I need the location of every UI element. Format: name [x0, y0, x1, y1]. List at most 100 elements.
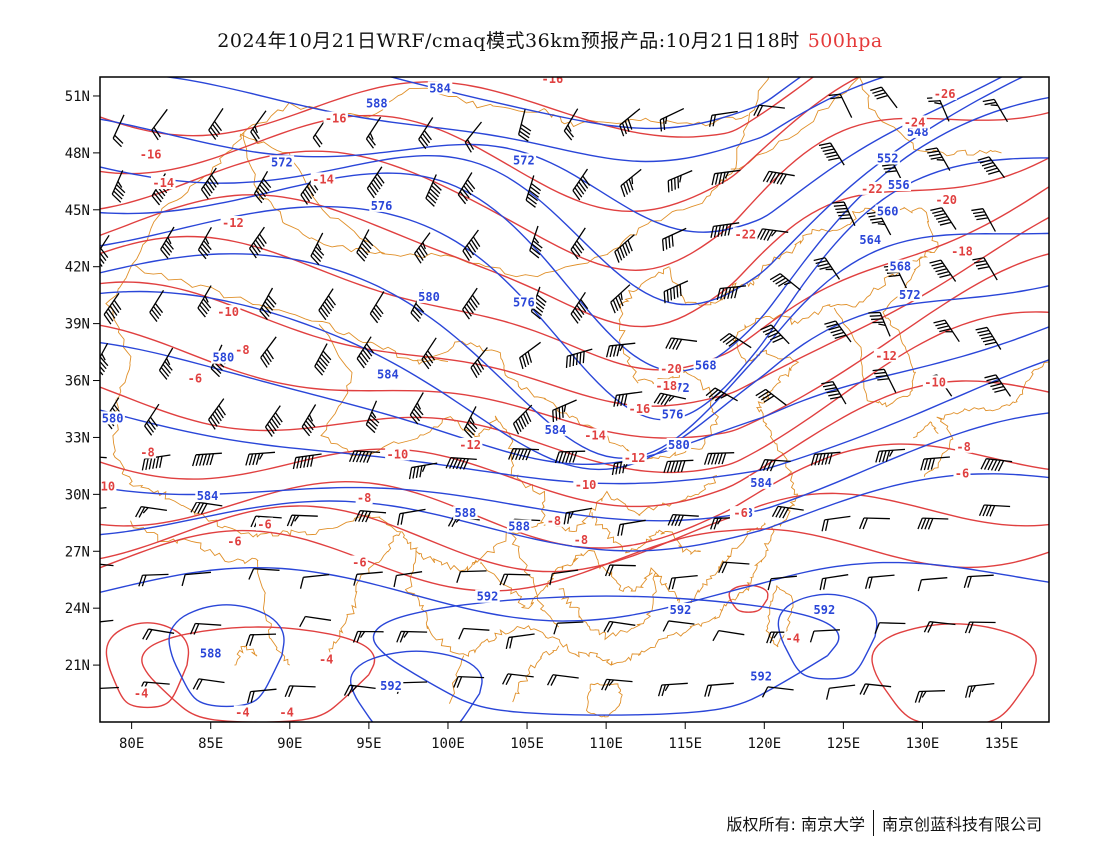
wind-barb [463, 406, 478, 439]
temperature-contour-label-bg [151, 176, 176, 190]
temperature-contour-label: -16 [325, 112, 347, 126]
lat-tick-label: 51N [65, 89, 90, 105]
wind-barb [864, 574, 895, 589]
height-contour-label-bg [416, 289, 442, 303]
wind-barb [249, 226, 267, 259]
temperature-contour-label-bg [949, 244, 975, 258]
temperature-contour-label: -14 [584, 428, 606, 442]
wind-barb [343, 684, 376, 697]
border-line [730, 77, 1002, 170]
wind-barb [365, 116, 382, 149]
wind-barb [245, 451, 276, 466]
border-line [913, 421, 939, 439]
temperature-contour-label: -8 [235, 343, 249, 357]
wind-barb [525, 175, 542, 208]
temperature-contour-label: -8 [140, 446, 154, 460]
temperature-contour-label-bg [932, 86, 957, 100]
wind-barbs [100, 86, 1013, 704]
height-contour-label: 592 [750, 669, 772, 683]
temperature-contour-label-bg [138, 147, 163, 161]
wind-barb [826, 684, 856, 700]
wind-barb [756, 228, 789, 241]
wind-barb [809, 629, 840, 643]
height-contour-line [372, 595, 840, 716]
wind-barb [832, 201, 856, 226]
temperature-contour-label: -20 [660, 362, 682, 376]
lat-tick-label: 21N [65, 658, 90, 674]
plot-background [100, 77, 1049, 722]
height-contour-label-bg [369, 198, 394, 212]
temperature-contour-label: -6 [227, 535, 241, 549]
wind-barb [554, 450, 586, 464]
temperature-contour-label-bg [627, 401, 652, 415]
wind-barb [925, 147, 951, 171]
height-contour-line [100, 96, 1049, 372]
temperature-contour-label-bg [457, 437, 483, 451]
height-contour-label: 588 [200, 647, 222, 661]
temperature-contour-label-bg [572, 532, 590, 546]
title-main: 2024年10月21日WRF/cmaq模式36km预报产品:10月21日18时 [217, 30, 800, 52]
height-contour-line [100, 157, 1049, 421]
temperature-contour-label: -4 [235, 705, 249, 719]
wind-barb [914, 690, 946, 703]
border-line [765, 585, 794, 648]
border-line [318, 324, 512, 457]
height-contour-label-bg [195, 489, 220, 503]
temperature-contour-label: -16 [542, 72, 564, 86]
temperature-contour-line [141, 626, 376, 722]
temperature-contour-label: -12 [222, 216, 244, 230]
wind-barb [712, 629, 745, 642]
footer-divider [872, 810, 874, 836]
temperature-contour-label-bg [215, 305, 241, 319]
wind-barb [920, 456, 950, 471]
wind-barb [818, 142, 845, 166]
border-line [417, 340, 607, 438]
lat-tick-label: 33N [65, 430, 90, 446]
temperature-contour-line [100, 253, 1049, 439]
wind-barb [859, 683, 892, 696]
wind-barb [138, 573, 169, 587]
height-contour-line [162, 77, 887, 163]
wind-barb [259, 287, 277, 320]
temperature-contour-label: -24 [904, 115, 926, 129]
temperature-contour-label-bg [233, 343, 251, 357]
wind-barb [663, 459, 694, 473]
wind-barb [112, 114, 125, 148]
wind-barb [414, 232, 431, 264]
temperature-contour-label: -22 [861, 182, 883, 196]
height-contour-label: 560 [877, 205, 899, 219]
temperature-contour-line [100, 77, 815, 138]
height-contour-label-bg [888, 259, 913, 273]
wind-barb [453, 675, 485, 688]
lon-tick-label: 115E [668, 736, 702, 752]
lat-tick-label: 27N [65, 544, 90, 560]
height-contour-label-bg [748, 669, 774, 683]
wind-barb [499, 573, 531, 586]
wind-barb [141, 454, 171, 471]
wind-barb [923, 621, 956, 633]
temperature-contour-label: -16 [140, 148, 162, 162]
geopotential-height-contours [100, 77, 1049, 722]
temperature-contour-line [728, 584, 769, 613]
height-contour-label: 588 [455, 506, 477, 520]
wind-barb [200, 167, 219, 200]
temperature-contour-label-bg [100, 479, 117, 493]
wind-barb [462, 287, 480, 320]
lon-tick-label: 120E [747, 736, 781, 752]
temperature-contour-line [100, 492, 1049, 573]
height-contour-label: 576 [662, 408, 684, 422]
wind-barb [972, 257, 998, 281]
wind-barb [260, 336, 277, 368]
wind-barb [719, 332, 752, 349]
height-contour-label-bg [100, 411, 125, 425]
lon-tick-label: 110E [589, 736, 623, 752]
wind-barb [563, 108, 579, 141]
temperature-contour-label-bg [255, 517, 273, 531]
wind-barb [975, 326, 1002, 350]
wind-barb [458, 627, 490, 640]
temperature-contour-label-bg [922, 375, 948, 389]
wind-barb [872, 368, 897, 393]
height-contour-label: 592 [670, 603, 692, 617]
height-contour-label-bg [475, 589, 500, 603]
wind-barb [352, 630, 384, 643]
